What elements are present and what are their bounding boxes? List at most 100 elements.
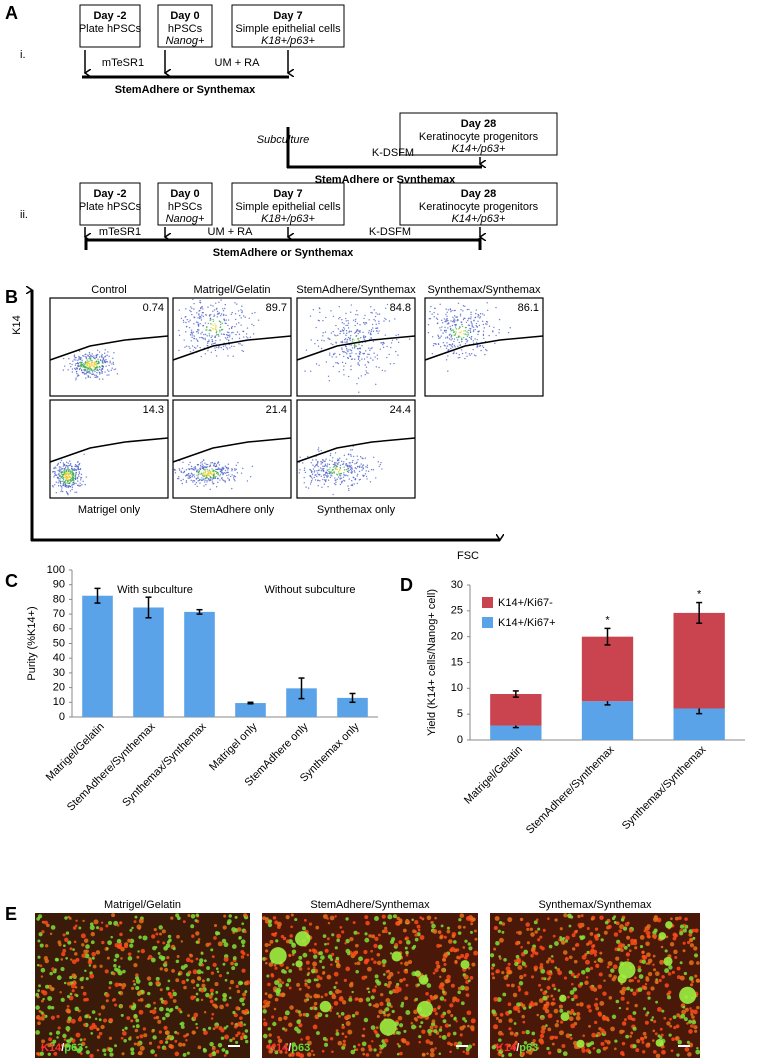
flow-event	[476, 346, 478, 348]
flow-event	[457, 319, 459, 321]
flow-event	[391, 339, 394, 342]
flow-event	[185, 331, 187, 333]
flow-event	[232, 477, 235, 479]
flow-event	[208, 480, 211, 482]
cell	[232, 1037, 236, 1041]
cell	[163, 1000, 168, 1005]
flow-event	[66, 482, 68, 484]
flow-event	[75, 367, 78, 369]
cell	[493, 925, 498, 931]
cell	[619, 924, 625, 930]
flow-event	[455, 316, 457, 318]
cell	[171, 969, 176, 973]
flow-event	[202, 308, 204, 310]
cell	[388, 931, 392, 935]
flow-event	[85, 371, 88, 373]
flow-event	[340, 341, 343, 343]
step-box	[157, 182, 213, 226]
cell	[108, 986, 112, 990]
cell	[643, 985, 648, 991]
flow-event	[379, 463, 382, 466]
cell	[665, 935, 669, 939]
flow-event	[470, 328, 472, 330]
flow-event	[359, 478, 362, 481]
cell	[513, 959, 517, 963]
cell	[217, 1042, 223, 1048]
cell	[270, 974, 275, 978]
flow-event	[55, 481, 58, 483]
flow-event	[68, 464, 71, 467]
cell	[541, 946, 545, 951]
flow-event	[226, 331, 229, 333]
flow-event	[197, 480, 199, 482]
cell	[668, 965, 673, 970]
cell	[573, 975, 577, 979]
cell	[195, 992, 199, 996]
cell	[433, 994, 439, 1000]
cell	[532, 1039, 536, 1043]
cell	[139, 997, 144, 1002]
flow-event	[60, 469, 62, 471]
cell	[630, 1031, 634, 1035]
flow-event	[180, 471, 183, 474]
cell	[326, 937, 330, 941]
flow-event	[206, 470, 209, 472]
flow-event	[60, 485, 62, 488]
cell	[330, 963, 333, 966]
flow-event	[227, 324, 229, 327]
flow-event	[197, 332, 200, 334]
cell	[539, 988, 543, 992]
cell	[122, 969, 126, 974]
cell	[313, 978, 317, 982]
step-box	[231, 182, 345, 226]
cell	[176, 954, 180, 958]
flow-event	[70, 476, 72, 478]
cell	[130, 1051, 135, 1056]
cell	[650, 1018, 654, 1022]
flow-event	[314, 343, 316, 345]
cell	[140, 948, 146, 954]
flow-event	[202, 475, 205, 478]
cell	[36, 1052, 40, 1056]
cell	[595, 1034, 599, 1038]
flow-event	[335, 462, 337, 464]
flow-event	[231, 311, 233, 314]
cell	[676, 966, 681, 971]
cell	[379, 1044, 382, 1047]
cell	[129, 943, 134, 948]
flow-event	[439, 346, 442, 348]
flow-event	[197, 328, 199, 331]
flow-event	[322, 465, 324, 467]
flow-event	[329, 454, 332, 457]
cell	[376, 952, 381, 957]
cell	[150, 1049, 155, 1054]
flow-event	[483, 337, 485, 340]
flow-event	[355, 345, 357, 348]
flow-event	[344, 339, 346, 341]
flow-event	[95, 356, 97, 359]
flow-event	[63, 483, 65, 485]
flow-event	[350, 455, 352, 457]
cell	[367, 990, 371, 994]
cell	[83, 1023, 87, 1027]
cell	[133, 963, 138, 968]
flow-event	[185, 308, 187, 310]
flow-event	[467, 329, 470, 332]
flow-event	[109, 362, 111, 364]
cell	[430, 1048, 435, 1053]
gate	[172, 437, 292, 463]
flow-event	[351, 466, 353, 468]
cell	[129, 928, 133, 932]
flow-event	[57, 476, 60, 479]
cell	[554, 1023, 559, 1028]
flow-event	[240, 472, 243, 474]
flow-event	[51, 485, 54, 487]
flow-event	[97, 366, 99, 369]
cell	[501, 1033, 504, 1036]
flow-event	[192, 331, 194, 333]
cell	[398, 918, 403, 923]
cell	[132, 1025, 136, 1028]
cell	[177, 1007, 182, 1012]
cell	[189, 953, 192, 957]
cell	[434, 1025, 438, 1029]
